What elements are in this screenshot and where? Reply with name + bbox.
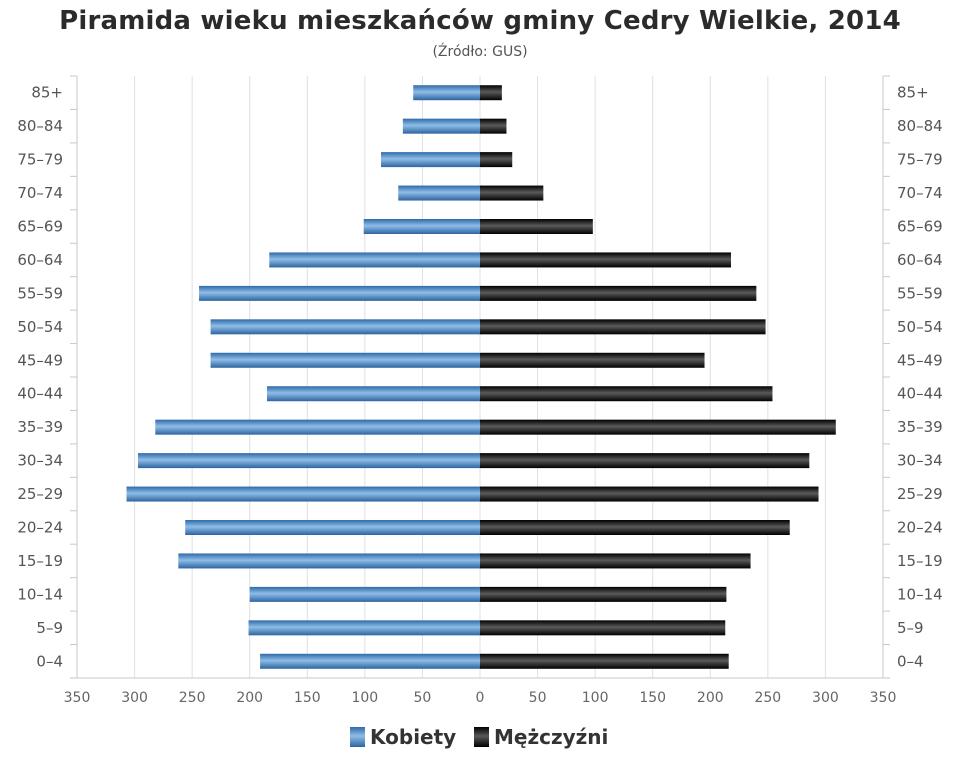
bar-mezczyzni-30–34[interactable]: [480, 453, 810, 469]
y-tick-label-left: 35–39: [17, 418, 63, 436]
x-tick-label: 200: [697, 690, 724, 706]
bar-mezczyzni-85+[interactable]: [480, 85, 502, 101]
y-tick-label-left: 40–44: [17, 385, 63, 403]
bar-kobiety-65–69[interactable]: [363, 219, 480, 234]
bar-kobiety-10–14[interactable]: [249, 586, 480, 602]
y-tick-label-right: 20–24: [897, 519, 943, 537]
bar-kobiety-35–39[interactable]: [155, 419, 480, 435]
x-tick-label: 300: [812, 690, 839, 706]
y-tick-label-left: 20–24: [17, 519, 63, 537]
y-tick-label-left: 45–49: [17, 351, 63, 369]
bar-mezczyzni-10–14[interactable]: [480, 586, 727, 602]
y-tick-label-left: 0–4: [36, 652, 63, 670]
bar-mezczyzni-75–79[interactable]: [480, 152, 513, 168]
chart-title: Piramida wieku mieszkańców gminy Cedry W…: [59, 6, 901, 36]
bar-mezczyzni-20–24[interactable]: [480, 520, 790, 535]
bar-kobiety-50–54[interactable]: [210, 319, 480, 335]
bar-kobiety-70–74[interactable]: [398, 185, 480, 201]
y-tick-label-right: 60–64: [897, 251, 943, 269]
y-tick-label-right: 55–59: [897, 284, 943, 302]
y-tick-label-right: 80–84: [897, 117, 943, 135]
bar-mezczyzni-35–39[interactable]: [480, 419, 836, 435]
bar-mezczyzni-15–19[interactable]: [480, 553, 751, 569]
bar-mezczyzni-25–29[interactable]: [480, 486, 819, 502]
y-tick-label-right: 25–29: [897, 485, 943, 503]
x-tick-label: 100: [351, 690, 378, 706]
y-tick-label-left: 55–59: [17, 284, 63, 302]
x-tick-label: 150: [294, 690, 321, 706]
y-tick-label-left: 30–34: [17, 452, 63, 470]
bar-mezczyzni-45–49[interactable]: [480, 352, 705, 368]
chart-subtitle: (Źródło: GUS): [432, 44, 528, 60]
bar-mezczyzni-5–9[interactable]: [480, 620, 726, 636]
bar-mezczyzni-65–69[interactable]: [480, 219, 593, 234]
bar-mezczyzni-50–54[interactable]: [480, 319, 766, 335]
x-tick-label: 250: [179, 690, 206, 706]
x-tick-label: 100: [582, 690, 609, 706]
bar-kobiety-75–79[interactable]: [380, 152, 480, 168]
legend-kobiety[interactable]: Kobiety: [350, 725, 456, 749]
bar-kobiety-25–29[interactable]: [126, 486, 481, 502]
y-tick-label-left: 25–29: [17, 485, 63, 503]
bar-kobiety-55–59[interactable]: [199, 285, 480, 301]
bar-mezczyzni-55–59[interactable]: [480, 285, 757, 301]
x-tick-label: 150: [639, 690, 666, 706]
y-tick-label-left: 50–54: [17, 318, 63, 336]
bar-kobiety-15–19[interactable]: [178, 553, 480, 569]
y-tick-label-right: 40–44: [897, 385, 943, 403]
x-tick-label: 0: [476, 690, 485, 706]
x-tick-label: 250: [754, 690, 781, 706]
y-tick-label-right: 85+: [897, 84, 929, 102]
bar-mezczyzni-0–4[interactable]: [480, 653, 729, 669]
legend-mezczyzni[interactable]: Mężczyźni: [474, 725, 608, 749]
legend-kobiety-swatch: [350, 727, 365, 747]
y-tick-label-right: 30–34: [897, 452, 943, 470]
legend-kobiety-label: Kobiety: [370, 725, 456, 749]
y-tick-label-left: 5–9: [36, 619, 63, 637]
x-tick-label: 50: [414, 690, 432, 706]
y-tick-label-left: 15–19: [17, 552, 63, 570]
bar-kobiety-85+[interactable]: [413, 85, 480, 101]
x-tick-label: 300: [121, 690, 148, 706]
y-tick-label-left: 70–74: [17, 184, 63, 202]
y-tick-label-right: 10–14: [897, 585, 943, 603]
bar-kobiety-0–4[interactable]: [260, 653, 480, 669]
bar-kobiety-40–44[interactable]: [266, 386, 480, 402]
legend-mezczyzni-label: Mężczyźni: [494, 725, 608, 749]
y-tick-label-right: 50–54: [897, 318, 943, 336]
y-tick-label-right: 65–69: [897, 218, 943, 236]
y-tick-label-left: 80–84: [17, 117, 63, 135]
x-tick-label: 350: [64, 690, 91, 706]
bar-kobiety-5–9[interactable]: [248, 620, 480, 636]
y-tick-label-right: 0–4: [897, 652, 924, 670]
y-tick-label-left: 85+: [31, 84, 63, 102]
y-tick-label-right: 5–9: [897, 619, 924, 637]
x-tick-label: 50: [529, 690, 547, 706]
bar-mezczyzni-60–64[interactable]: [480, 252, 732, 268]
legend-mezczyzni-swatch: [474, 727, 489, 747]
y-tick-label-right: 70–74: [897, 184, 943, 202]
y-tick-label-right: 75–79: [897, 151, 943, 169]
y-tick-label-left: 60–64: [17, 251, 63, 269]
y-tick-label-right: 35–39: [897, 418, 943, 436]
y-tick-label-left: 75–79: [17, 151, 63, 169]
bar-kobiety-80–84[interactable]: [402, 118, 480, 134]
bar-mezczyzni-40–44[interactable]: [480, 386, 773, 402]
y-tick-label-left: 10–14: [17, 585, 63, 603]
y-tick-label-right: 45–49: [897, 351, 943, 369]
x-tick-label: 200: [236, 690, 263, 706]
bar-mezczyzni-80–84[interactable]: [480, 118, 507, 134]
y-tick-label-right: 15–19: [897, 552, 943, 570]
bar-kobiety-60–64[interactable]: [269, 252, 480, 268]
bar-kobiety-30–34[interactable]: [138, 453, 481, 469]
bar-kobiety-45–49[interactable]: [210, 352, 480, 368]
x-tick-label: 350: [870, 690, 897, 706]
bar-kobiety-20–24[interactable]: [185, 520, 480, 535]
y-tick-label-left: 65–69: [17, 218, 63, 236]
bar-mezczyzni-70–74[interactable]: [480, 185, 544, 201]
